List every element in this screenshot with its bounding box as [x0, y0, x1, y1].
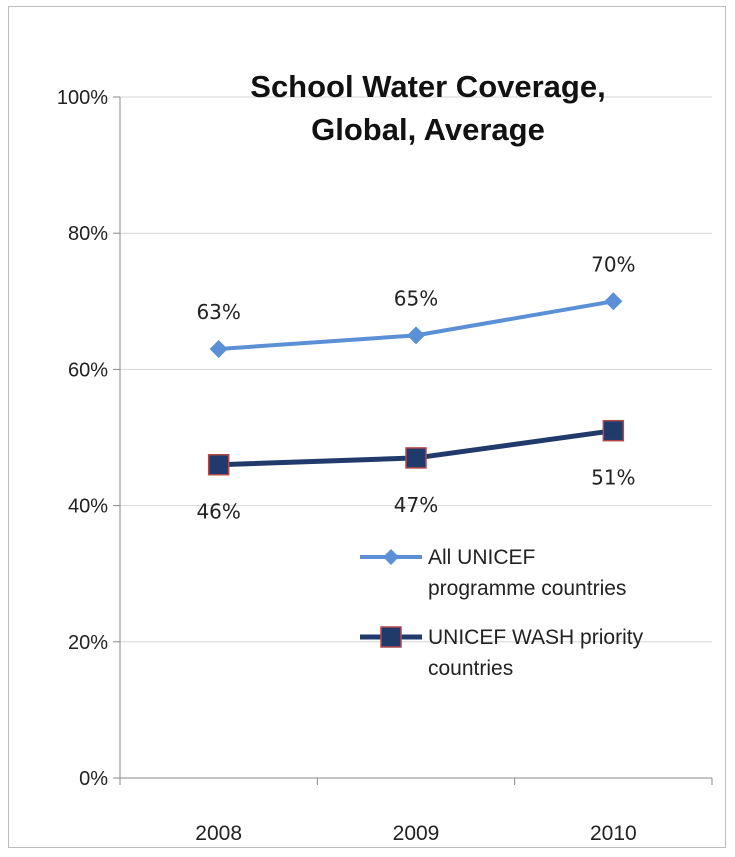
data-label: 51%: [591, 466, 635, 490]
data-point: [209, 339, 228, 358]
data-point: [602, 419, 625, 442]
legend-label: programme countries: [428, 577, 626, 600]
chart-title-line: School Water Coverage,: [250, 69, 605, 104]
legend-label: UNICEF WASH priority: [428, 626, 644, 649]
legend-marker: [380, 626, 402, 648]
x-tick-label: 2009: [393, 822, 440, 845]
x-tick-label: 2010: [590, 822, 637, 845]
axes: 0% 20% 40% 60% 80% 100% 2008 2009 2010: [57, 87, 713, 845]
chart-title: School Water Coverage, Global, Average: [250, 69, 605, 147]
y-tick-label: 40%: [68, 496, 108, 518]
data-label: 65%: [394, 286, 438, 310]
data-labels: 63% 65% 70% 46% 47% 51%: [196, 252, 635, 523]
y-tick-label: 20%: [68, 632, 108, 654]
y-tick-label: 100%: [57, 87, 108, 109]
x-tick-label: 2008: [195, 822, 242, 845]
gridlines: [120, 96, 712, 643]
data-label: 47%: [394, 493, 438, 517]
y-tick-label: 80%: [68, 223, 108, 245]
data-point: [407, 326, 425, 345]
chart-title-line: Global, Average: [311, 112, 545, 147]
data-label: 63%: [196, 300, 240, 324]
data-point: [207, 453, 230, 476]
legend-marker: [383, 549, 399, 565]
legend-label: All UNICEF: [428, 546, 535, 569]
series: [207, 292, 625, 476]
data-label: 70%: [591, 252, 635, 276]
y-tick-label: 60%: [68, 359, 108, 381]
data-label: 46%: [196, 500, 240, 524]
legend-label: countries: [428, 657, 513, 680]
legend: All UNICEF programme countries UNICEF WASH…: [360, 546, 644, 680]
data-point: [604, 292, 623, 311]
data-point: [405, 447, 427, 469]
y-tick-label: 0%: [79, 768, 108, 790]
